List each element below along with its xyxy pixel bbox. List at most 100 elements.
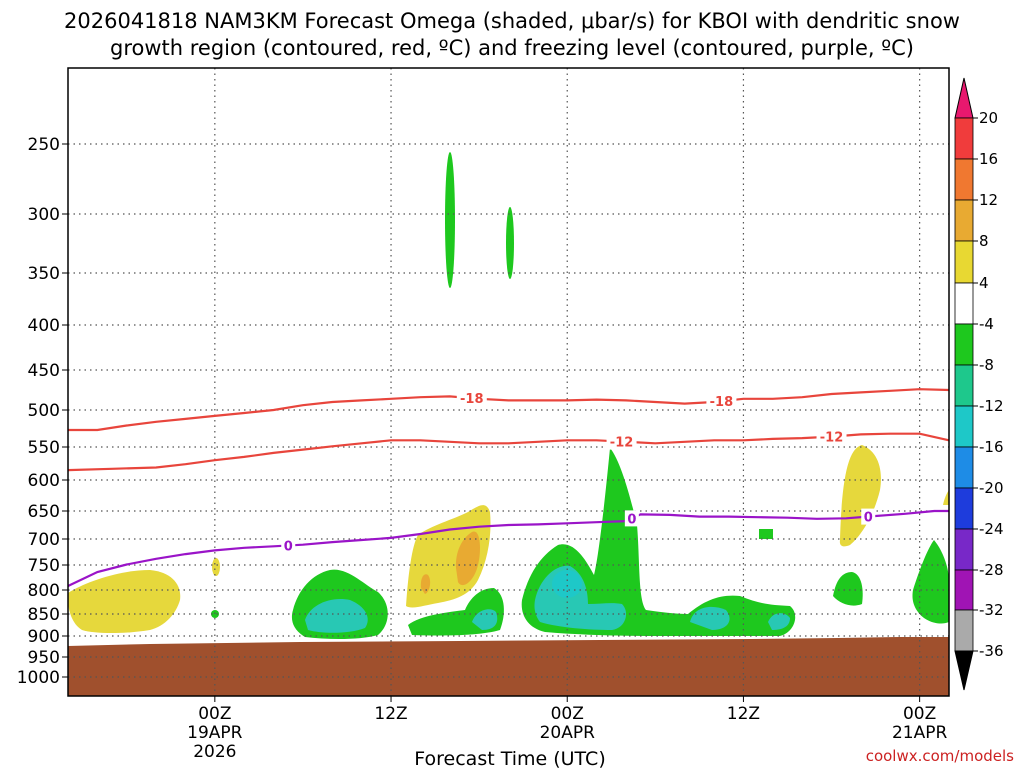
- freezing-level-label-1: 0: [627, 512, 636, 527]
- y-tick-300: 300: [28, 205, 60, 225]
- x-tick-label-0-0: 00Z: [198, 704, 231, 724]
- teal-low-5: [768, 613, 790, 630]
- teal-low-4: [690, 606, 730, 630]
- y-tick-700: 700: [28, 530, 60, 550]
- teal-low-1: [305, 599, 368, 633]
- dgz-minus12-line: [67, 432, 950, 472]
- green-low-3: [521, 448, 796, 636]
- freezing-level-label-bg-2: [861, 508, 876, 525]
- y-tick-500: 500: [28, 401, 60, 421]
- terrain: [68, 637, 949, 696]
- dgz-minus18-line: [68, 388, 950, 432]
- colorbar-tick-13: -36: [979, 642, 1004, 660]
- colorbar-tick-7: -12: [979, 397, 1004, 415]
- x-tick-label-0-2: 2026: [193, 742, 236, 762]
- teal-core-3: [552, 570, 582, 598]
- colorbar-tick-9: -20: [979, 479, 1004, 497]
- dgz-minus12-label-1: -12: [820, 431, 844, 446]
- colorbar-tick-6: -8: [979, 356, 994, 374]
- y-tick-750: 750: [28, 556, 60, 576]
- green-low-6: [912, 540, 949, 624]
- green-low-4: [759, 529, 773, 539]
- plot-area: -18 -18 -12 -12 0 0 0: [67, 67, 950, 697]
- x-tick-label-48-0: 00Z: [903, 704, 936, 724]
- freezing-level-label-bg-0: [281, 537, 296, 554]
- grid-lines: [68, 68, 949, 696]
- plot-background: [68, 68, 949, 696]
- colorbar-segment-0: [954, 117, 974, 160]
- colorbar-segment-8: [954, 446, 974, 489]
- y-tick-250: 250: [28, 135, 60, 155]
- y-tick-850: 850: [28, 605, 60, 625]
- colorbar-tick-1: 16: [979, 150, 998, 168]
- yellow-right-edge: [943, 490, 949, 505]
- colorbar-tick-0: 20: [979, 109, 998, 127]
- green-upper-1: [445, 152, 455, 288]
- freezing-level-label-bg-1: [624, 510, 639, 527]
- y-tick-650: 650: [28, 502, 60, 522]
- teal-low-2: [472, 609, 498, 630]
- colorbar-segment-9: [954, 487, 974, 530]
- freezing-level-label-2: 0: [864, 511, 873, 526]
- dgz-minus12-label-0: -12: [610, 436, 634, 451]
- colorbar-segment-7: [954, 405, 974, 448]
- y-tick-450: 450: [28, 361, 60, 381]
- colorbar: 20 16 12 8 4 -4 -8 -12 -16 -20 -24 -28 -32 -36: [954, 77, 1004, 691]
- contour-lines: -18 -18 -12 -12 0 0 0: [67, 388, 950, 587]
- colorbar-segment-10: [954, 528, 974, 571]
- dgz-minus12-label-bg-0: [606, 433, 637, 450]
- yellow-dot: [212, 558, 220, 576]
- x-tick-label-24-0: 00Z: [551, 704, 584, 724]
- colorbar-segment-12: [954, 609, 974, 652]
- x-tick-label-12-0: 12Z: [374, 704, 407, 724]
- colorbar-tick-11: -28: [979, 561, 1004, 579]
- y-tick-1000: 1000: [17, 668, 60, 688]
- x-tick-label-36-0: 12Z: [727, 704, 760, 724]
- freezing-level-line: [67, 509, 949, 587]
- y-tick-900: 900: [28, 627, 60, 647]
- y-tick-800: 800: [28, 581, 60, 601]
- yellow-left: [68, 570, 181, 633]
- colorbar-tick-5: -4: [979, 315, 994, 333]
- y-tick-600: 600: [28, 471, 60, 491]
- x-tick-label-48-1: 21APR: [892, 723, 948, 743]
- dgz-minus12-label-bg-1: [816, 428, 847, 445]
- y-tick-400: 400: [28, 316, 60, 336]
- dgz-minus18-label-bg-0: [456, 390, 487, 407]
- y-axis: 2503003504004505005506006507007508008509…: [17, 135, 68, 688]
- x-axis-title: Forecast Time (UTC): [414, 748, 605, 768]
- colorbar-tick-4: 4: [979, 274, 989, 292]
- orange-small: [420, 574, 431, 594]
- chart-title-line1: 2026041818 NAM3KM Forecast Omega (shaded…: [64, 9, 960, 33]
- colorbar-tick-8: -16: [979, 438, 1004, 456]
- colorbar-segment-2: [954, 199, 974, 242]
- colorbar-segment-11: [954, 569, 974, 611]
- dgz-minus18-label-bg-1: [706, 393, 737, 410]
- colorbar-tick-3: 8: [979, 232, 989, 250]
- x-tick-label-24-1: 20APR: [540, 723, 596, 743]
- colorbar-tick-12: -32: [979, 601, 1004, 619]
- green-low-5: [833, 572, 863, 606]
- y-tick-950: 950: [28, 648, 60, 668]
- colorbar-top-arrow: [954, 77, 974, 119]
- green-upper-2: [506, 207, 514, 279]
- colorbar-segment-4: [954, 282, 974, 325]
- dgz-minus18-label-0: -18: [460, 392, 484, 407]
- y-tick-350: 350: [28, 264, 60, 284]
- colorbar-tick-2: 12: [979, 191, 998, 209]
- colorbar-segment-5: [954, 323, 974, 366]
- chart-title-line2: growth region (contoured, red, ºC) and f…: [110, 36, 914, 60]
- credit-text: coolwx.com/models: [866, 747, 1014, 765]
- colorbar-segment-1: [954, 158, 974, 201]
- colorbar-tick-10: -24: [979, 520, 1004, 538]
- colorbar-segment-3: [954, 240, 974, 284]
- x-tick-label-0-1: 19APR: [187, 723, 243, 743]
- freezing-level-label-0: 0: [284, 540, 293, 555]
- dgz-minus18-label-1: -18: [710, 395, 734, 410]
- yellow-right: [839, 445, 881, 547]
- plot-frame: [67, 67, 950, 697]
- orange-mid: [455, 531, 480, 586]
- colorbar-segment-6: [954, 364, 974, 407]
